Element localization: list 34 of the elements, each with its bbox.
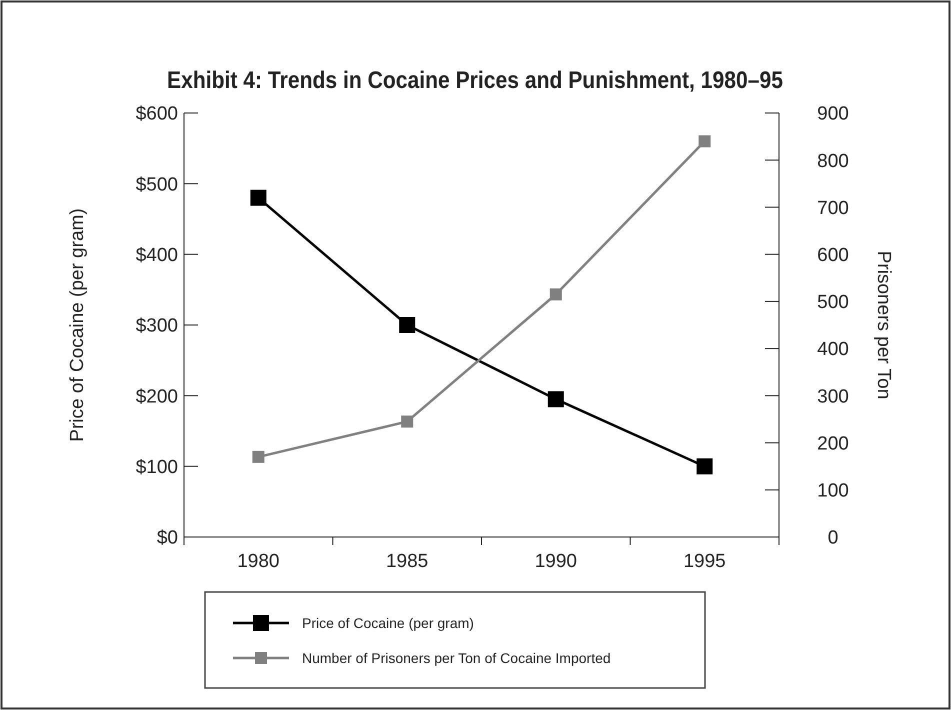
point <box>401 416 414 428</box>
y-axis-title: Price of Cocaine (per gram) <box>67 208 88 442</box>
x-tick-label: 1995 <box>683 551 726 572</box>
point <box>550 288 562 300</box>
x-tick-label: 1985 <box>386 551 428 572</box>
point <box>548 391 564 408</box>
y2-tick-label: 100 <box>817 480 849 502</box>
y-tick-label: $0 <box>156 528 178 549</box>
y2-tick-label: 900 <box>817 104 849 125</box>
y2-tick-label: 600 <box>817 244 849 266</box>
y2-tick-label: 800 <box>817 150 849 172</box>
point <box>252 450 264 463</box>
y2-tick-label: 300 <box>817 386 849 408</box>
y-tick-label: $500 <box>136 174 178 196</box>
y2-tick-label: 200 <box>817 433 849 454</box>
point <box>696 458 713 474</box>
point <box>250 190 266 206</box>
y2-tick-label: 700 <box>817 198 849 219</box>
y-tick-label: $600 <box>136 104 178 125</box>
y2-tick-label: 500 <box>817 292 849 314</box>
y-tick-label: $400 <box>136 244 178 266</box>
chart-title: Exhibit 4: Trends in Cocaine Prices and Punishment, 1980–95 <box>167 66 783 94</box>
y2-axis-title: Prisoners per Ton <box>873 250 894 400</box>
y-tick-label: $300 <box>136 316 178 337</box>
point <box>698 135 711 148</box>
y-tick-label: $200 <box>136 386 178 408</box>
point <box>399 317 416 333</box>
legend-label: Number of Prisoners per Ton of Cocaine Imported <box>302 650 611 666</box>
y-tick-label: $100 <box>136 456 178 478</box>
legend-label: Price of Cocaine (per gram) <box>302 614 474 631</box>
y2-tick-label: 0 <box>828 528 838 549</box>
x-tick-label: 1990 <box>534 551 578 572</box>
y2-tick-label: 400 <box>817 339 849 360</box>
x-tick-label: 1980 <box>237 551 280 572</box>
